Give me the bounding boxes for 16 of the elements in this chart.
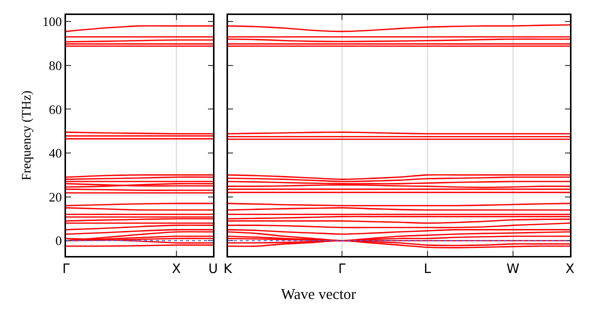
x-axis-title: Wave vector: [281, 287, 356, 303]
y-axis-title: Frequency (THz): [18, 90, 34, 180]
y-tick-label: 80: [48, 58, 62, 73]
y-tick-label: 100: [42, 14, 62, 30]
x-tick-label: W: [506, 262, 520, 278]
y-tick-label: 20: [48, 189, 62, 204]
x-tick-label: K: [224, 262, 233, 278]
x-tick-label: U: [208, 262, 218, 278]
x-tick-label: L: [424, 262, 432, 278]
x-tick-label: X: [172, 262, 181, 278]
y-tick-label: 40: [48, 146, 62, 161]
x-tick-label: X: [566, 262, 575, 278]
y-tick-label: 0: [55, 233, 62, 248]
x-tick-label: Γ: [62, 262, 70, 278]
x-tick-label: Γ: [338, 262, 346, 278]
y-tick-label: 60: [48, 102, 62, 117]
